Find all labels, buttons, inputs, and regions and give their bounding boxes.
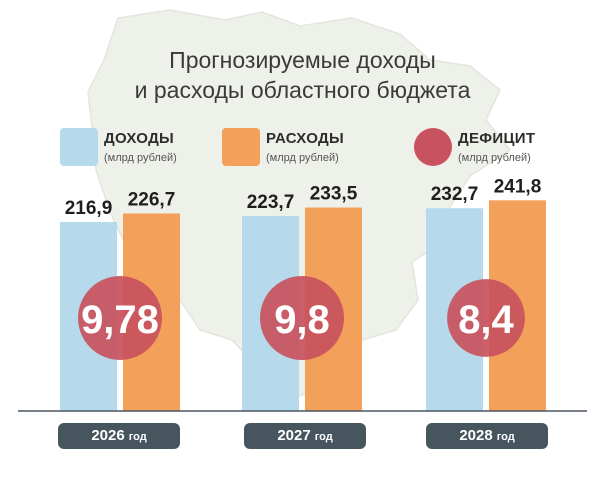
- legend-label-deficit: ДЕФИЦИТ: [458, 130, 536, 147]
- expense-value-label-2028: 241,8: [494, 176, 542, 197]
- year-suffix-2028: год: [496, 431, 515, 443]
- deficit-value-label-2026: 9,78: [81, 298, 159, 342]
- legend-unit-deficit: (млрд рублей): [458, 152, 531, 164]
- year-pill-2027: 2027 год: [244, 423, 366, 449]
- chart-title-line2: и расходы областного бюджета: [134, 77, 471, 103]
- legend-unit-income: (млрд рублей): [104, 152, 177, 164]
- year-pill-2026: 2026 год: [58, 423, 180, 449]
- year-label-2028: 2028: [459, 427, 493, 444]
- legend-swatch-income: [60, 128, 98, 166]
- legend-swatch-expenses: [222, 128, 260, 166]
- deficit-circle-2026: [78, 276, 162, 360]
- legend-unit-expenses: (млрд рублей): [266, 152, 339, 164]
- chart-title-line1: Прогнозируемые доходы: [169, 47, 436, 73]
- expense-value-label-2027: 233,5: [310, 184, 358, 205]
- legend-label-income: ДОХОДЫ: [104, 130, 175, 147]
- year-label-2027: 2027: [277, 427, 311, 444]
- income-value-label-2026: 216,9: [65, 198, 113, 219]
- year-label-2026: 2026: [91, 427, 125, 444]
- income-value-label-2028: 232,7: [431, 184, 479, 205]
- year-pill-2028: 2028 год: [426, 423, 548, 449]
- expense-value-label-2026: 226,7: [128, 189, 176, 210]
- deficit-value-label-2027: 9,8: [274, 298, 330, 342]
- income-value-label-2027: 223,7: [247, 192, 295, 213]
- year-suffix-2026: год: [128, 431, 147, 443]
- deficit-circle-2028: [447, 279, 525, 357]
- deficit-circle-2027: [260, 276, 344, 360]
- legend-label-expenses: РАСХОДЫ: [266, 130, 344, 147]
- deficit-value-label-2028: 8,4: [458, 298, 514, 342]
- legend-swatch-deficit: [414, 128, 452, 166]
- year-suffix-2027: год: [314, 431, 333, 443]
